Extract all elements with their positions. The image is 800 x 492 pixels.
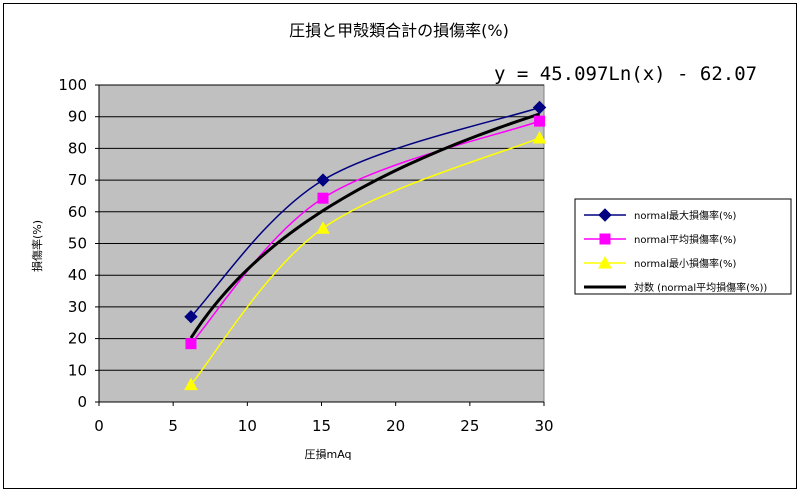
series-point: [184, 310, 198, 324]
x-axis-title: 圧損mAq: [304, 447, 351, 461]
y-axis-title: 損傷率(%): [30, 220, 44, 272]
series-point: [184, 377, 198, 391]
series-point: [316, 221, 330, 234]
series-point: [317, 192, 329, 204]
chart-frame: 圧損と甲殻類合計の損傷率(%) y = 45.097Ln(x) - 62.07 …: [3, 3, 797, 489]
y-tick-label: 40: [68, 266, 87, 284]
series-point: [534, 115, 546, 127]
y-tick-label: 10: [68, 361, 87, 379]
chart-title: 圧損と甲殻類合計の損傷率(%): [289, 21, 509, 40]
trendline: [189, 112, 541, 339]
y-tick-label: 60: [68, 203, 87, 221]
series-point: [185, 338, 197, 350]
y-tick-label: 20: [68, 330, 87, 348]
trendline-equation: y = 45.097Ln(x) - 62.07: [494, 63, 757, 85]
y-tick-label: 0: [77, 393, 87, 411]
y-tick-label: 30: [68, 298, 87, 316]
x-tick-label: 30: [534, 417, 553, 435]
legend-label: normal最小損傷率(%): [634, 257, 736, 270]
legend-marker: [598, 208, 612, 222]
x-tick-label: 15: [312, 417, 331, 435]
legend-marker: [598, 255, 612, 269]
y-tick-labels: 0 10 20 30 40 50 60 70 80 90 100: [58, 76, 99, 411]
x-tick-label: 10: [238, 417, 257, 435]
series-point: [532, 130, 547, 144]
y-tick-label: 90: [68, 108, 87, 126]
legend-marker: [599, 233, 611, 245]
x-tick-label: 20: [386, 417, 405, 435]
x-tick-label: 5: [168, 417, 178, 435]
y-tick-label: 50: [68, 235, 87, 253]
legend-label: normal最大損傷率(%): [634, 209, 736, 222]
x-tick-labels: 0 5 10 15 20 25 30: [94, 402, 554, 435]
legend-label: 対数 (normal平均損傷率(%)): [634, 281, 767, 294]
y-tick-label: 70: [68, 171, 87, 189]
legend-label: normal平均損傷率(%): [634, 233, 736, 246]
x-tick-label: 25: [460, 417, 479, 435]
series-point: [316, 173, 330, 187]
series-point: [532, 100, 547, 115]
y-tick-label: 100: [58, 76, 87, 94]
chart-svg: 圧損と甲殻類合計の損傷率(%) y = 45.097Ln(x) - 62.07 …: [30, 21, 792, 461]
legend: normal最大損傷率(%) normal平均損傷率(%) normal最小損傷率(…: [574, 198, 792, 295]
series-layer: [184, 100, 547, 391]
y-tick-label: 80: [68, 139, 87, 157]
x-tick-label: 0: [94, 417, 104, 435]
plot-area: [98, 84, 545, 403]
